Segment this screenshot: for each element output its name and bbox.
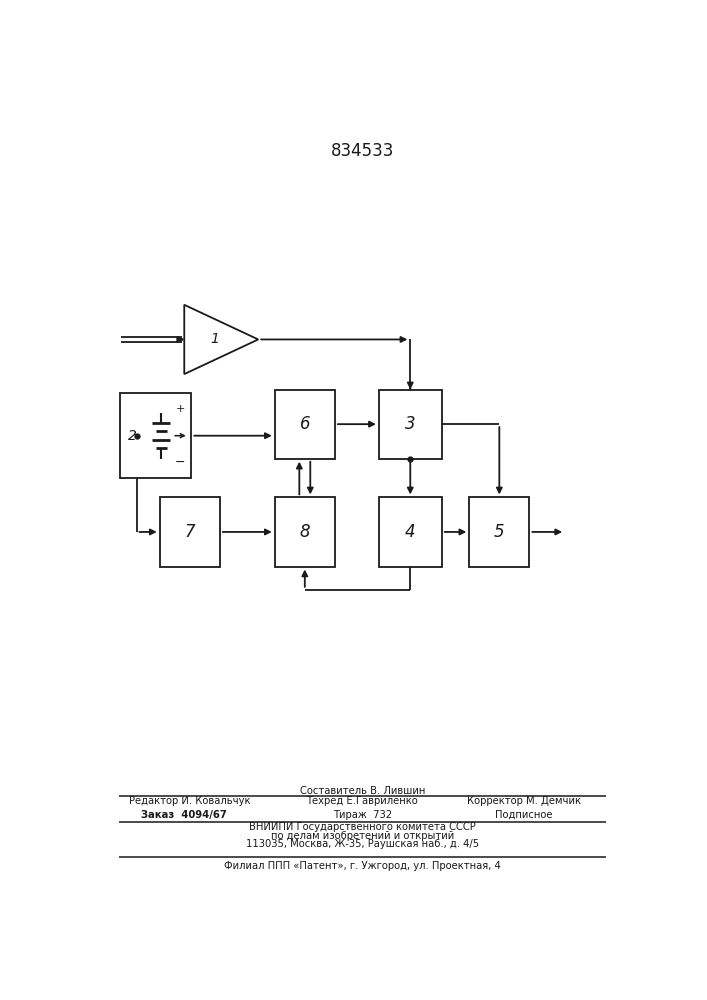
Text: 8: 8 bbox=[300, 523, 310, 541]
Text: 834533: 834533 bbox=[331, 142, 394, 160]
Text: 4: 4 bbox=[405, 523, 416, 541]
Bar bbox=[120, 393, 192, 478]
Text: −: − bbox=[175, 456, 186, 469]
Bar bbox=[160, 497, 220, 567]
Text: 1: 1 bbox=[210, 332, 219, 346]
Bar bbox=[275, 497, 335, 567]
Bar bbox=[275, 389, 335, 459]
Text: Корректор М. Демчик: Корректор М. Демчик bbox=[467, 796, 581, 806]
Text: Тираж  732: Тираж 732 bbox=[333, 810, 392, 820]
Bar bbox=[469, 497, 530, 567]
Text: 7: 7 bbox=[185, 523, 195, 541]
Text: Филиал ППП «Патент», г. Ужгород, ул. Проектная, 4: Филиал ППП «Патент», г. Ужгород, ул. Про… bbox=[224, 861, 501, 871]
Text: Редактор И. Ковальчук: Редактор И. Ковальчук bbox=[129, 796, 250, 806]
Text: 3: 3 bbox=[405, 415, 416, 433]
Text: по делам изобретений и открытий: по делам изобретений и открытий bbox=[271, 831, 454, 841]
Text: +: + bbox=[176, 404, 185, 414]
Bar bbox=[379, 389, 442, 459]
Text: 113035, Москва, Ж-35, Раушская наб., д. 4/5: 113035, Москва, Ж-35, Раушская наб., д. … bbox=[246, 839, 479, 849]
Text: Техред Е.Гавриленко: Техред Е.Гавриленко bbox=[306, 796, 419, 806]
Text: Подписное: Подписное bbox=[495, 810, 553, 820]
Text: 6: 6 bbox=[300, 415, 310, 433]
Text: 5: 5 bbox=[494, 523, 505, 541]
Bar bbox=[379, 497, 442, 567]
Text: Составитель В. Лившин: Составитель В. Лившин bbox=[300, 786, 425, 796]
Text: ВНИИПИ Государственного комитета СССР: ВНИИПИ Государственного комитета СССР bbox=[249, 822, 476, 832]
Text: Заказ  4094/67: Заказ 4094/67 bbox=[141, 810, 227, 820]
Text: 2: 2 bbox=[128, 429, 136, 443]
